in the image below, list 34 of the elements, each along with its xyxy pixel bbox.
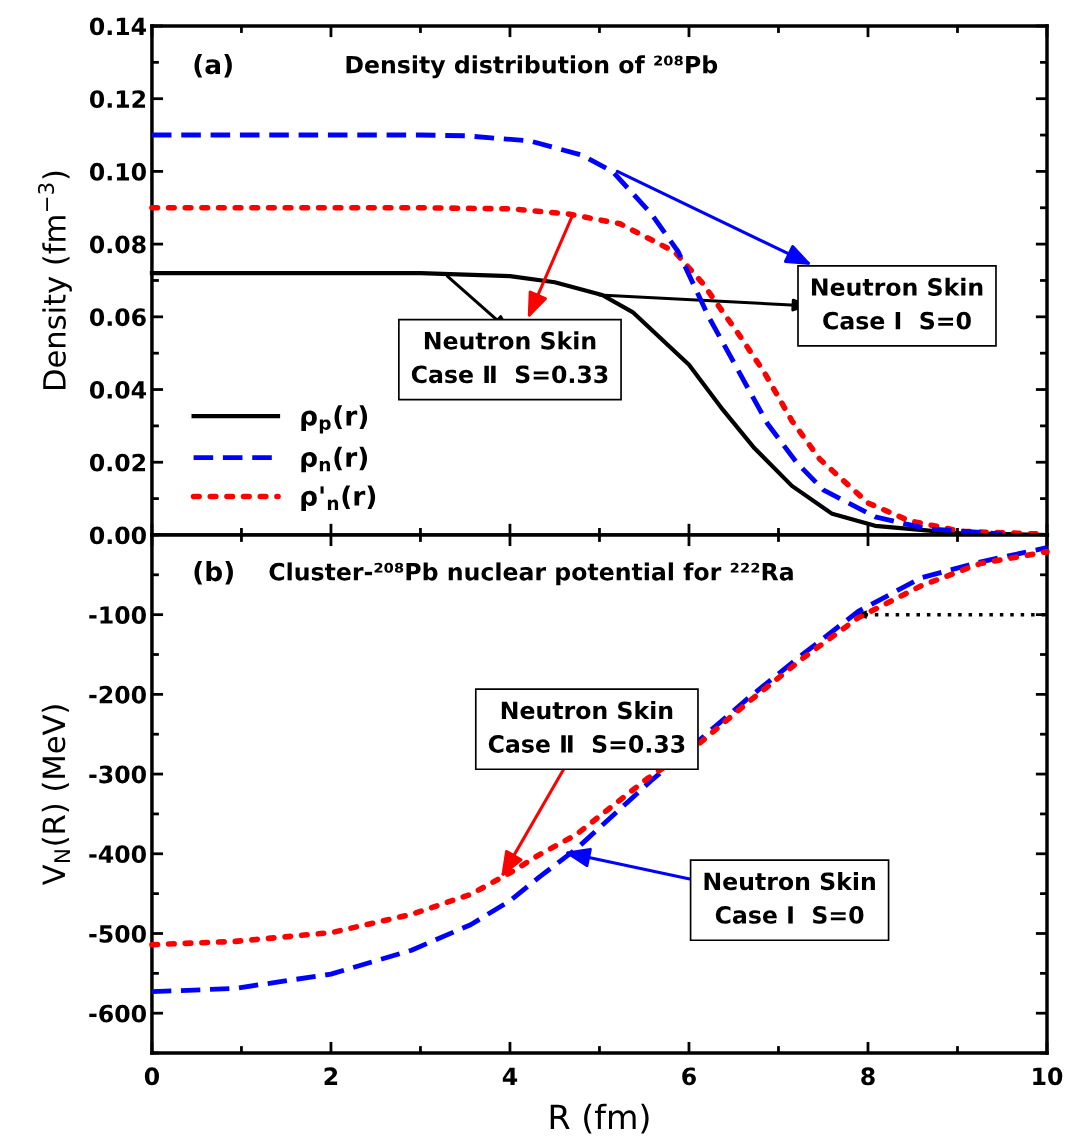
x-tick-label: 6 [682, 1067, 696, 1086]
y-tick-label: -100 [89, 606, 146, 624]
y-tick-label: 0.00 [89, 526, 146, 545]
y-tick-label: -600 [89, 1004, 146, 1023]
x-axis-title: R (fm) [550, 1103, 649, 1134]
y-tick-label: 0.02 [89, 453, 146, 472]
annotation: Neutron Skin Case Ⅰ S=0 [704, 871, 875, 924]
text: Density distribution of ²⁰⁸Pb [346, 55, 718, 79]
y-tick-label: 0.04 [89, 380, 146, 399]
annotation: Neutron Skin Case Ⅱ S=0.33 [488, 701, 685, 753]
y-axis-title: V$_{N}$(R) (MeV) [41, 705, 70, 886]
y-tick-label: 0.12 [89, 90, 146, 109]
x-tick-label: 10 [1033, 1067, 1063, 1086]
y-tick-label: -500 [89, 924, 146, 943]
legend-label: ρ$_{n}$(r) [301, 446, 368, 473]
y-tick-label: -200 [89, 685, 146, 704]
annotation: (a) [194, 53, 232, 78]
y-tick-label: 0.08 [89, 235, 146, 254]
y-tick-label: -400 [89, 845, 146, 864]
annotation: (b) [194, 561, 233, 585]
y-axis-title: Density (fm$^{−3}$) [37, 171, 72, 389]
x-tick-label: 2 [324, 1067, 338, 1085]
annotation: Neutron Skin Case Ⅱ S=0.33 [411, 331, 608, 384]
legend-label: ρ'$_{n}$(r) [301, 485, 376, 512]
legend-label: ρ$_{p}$(r) [301, 405, 368, 434]
y-tick-label: 0.06 [89, 308, 146, 327]
y-tick-label: 0.14 [89, 17, 146, 36]
text: Cluster-²⁰⁸Pb nuclear potential for ²²²Ra [269, 562, 793, 586]
x-tick-label: 0 [144, 1067, 160, 1086]
x-tick-label: 8 [861, 1067, 875, 1086]
y-tick-label: 0.10 [89, 162, 146, 181]
x-tick-label: 4 [502, 1067, 518, 1085]
annotation: Neutron Skin Case Ⅰ S=0 [811, 277, 983, 330]
y-tick-label: -300 [89, 765, 146, 784]
